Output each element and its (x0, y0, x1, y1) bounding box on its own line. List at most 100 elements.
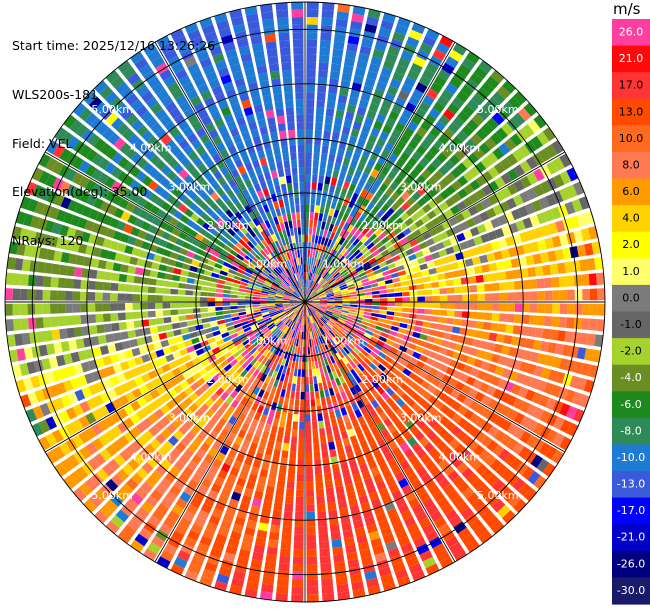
ray-gate (226, 120, 237, 131)
ray-gate (210, 191, 220, 202)
ray-gate (246, 74, 257, 85)
ray-gate (266, 179, 274, 188)
ray-gate (48, 206, 60, 220)
ray-gate (251, 42, 264, 53)
ray-gate (266, 265, 273, 272)
ray-gate (536, 278, 545, 289)
ray-gate (430, 510, 443, 523)
ray-gate (414, 162, 425, 174)
ray-gate (277, 472, 286, 481)
ray-gate (314, 466, 322, 475)
ray-gate (422, 203, 432, 214)
ray-gate (179, 247, 189, 256)
ray-gate (274, 100, 284, 110)
ray-gate (136, 337, 146, 346)
ray-gate (241, 422, 250, 432)
ray-gate (298, 288, 303, 296)
ray-gate (297, 249, 301, 258)
ray-gate (526, 229, 537, 241)
ray-gate (326, 365, 332, 374)
ray-gate (399, 151, 410, 162)
ray-gate (372, 347, 381, 355)
ray-gate (274, 184, 281, 194)
ray-gate (274, 232, 281, 241)
ray-gate (283, 397, 290, 406)
ray-gate (73, 102, 87, 117)
ray-gate (394, 337, 403, 345)
ray-gate (60, 394, 72, 408)
ray-gate (90, 258, 100, 268)
ray-gate (250, 337, 259, 345)
ray-gate (366, 354, 375, 362)
ray-gate (110, 303, 118, 312)
ray-gate (480, 509, 495, 523)
ray-gate (493, 162, 506, 175)
colorbar-segment (612, 178, 650, 206)
ray-gate (117, 184, 129, 196)
ray-gate (313, 144, 321, 153)
ray-gate (200, 180, 210, 190)
ray-gate (262, 257, 270, 265)
ray-gate (205, 521, 218, 533)
ray-gate (81, 326, 90, 336)
ray-gate (131, 388, 143, 399)
ray-gate (311, 182, 317, 191)
ray-gate (286, 413, 293, 422)
ray-gate (442, 128, 455, 140)
ray-gate (208, 429, 219, 440)
ray-gate (167, 435, 179, 447)
ray-gate (194, 233, 204, 242)
ray-gate (147, 413, 159, 424)
ray-gate (265, 485, 275, 495)
ray-gate (162, 249, 172, 258)
ray-gate (305, 354, 308, 362)
ray-gate (255, 283, 263, 288)
ray-gate (299, 421, 305, 430)
ray-gate (75, 466, 89, 480)
ray-gate (457, 405, 468, 416)
ray-gate (41, 233, 52, 246)
ray-gate (566, 275, 575, 287)
ray-gate (569, 375, 580, 389)
ray-gate (445, 396, 456, 407)
ray-gate (306, 586, 319, 595)
ray-gate (544, 290, 553, 301)
ray-gate (102, 303, 111, 312)
ray-gate (267, 296, 276, 299)
ray-gate (426, 384, 437, 394)
ray-gate (160, 392, 171, 403)
ray-gate (318, 319, 324, 327)
ray-gate (439, 416, 450, 427)
ray-gate (291, 360, 296, 369)
ray-gate (215, 293, 223, 298)
ray-gate (260, 373, 268, 382)
ray-gate (177, 296, 186, 302)
ray-gate (248, 280, 256, 286)
ray-gate (322, 315, 330, 321)
ray-gate (344, 150, 353, 160)
ray-gate (501, 368, 512, 379)
ray-gate (309, 308, 314, 315)
ray-gate (441, 374, 452, 384)
ray-gate (292, 39, 304, 48)
ray-gate (324, 419, 331, 428)
colorbar-tick-label: -17.0 (617, 504, 645, 517)
ray-gate (383, 176, 393, 187)
ray-gate (159, 477, 172, 490)
ray-gate (251, 402, 259, 412)
ray-gate (524, 389, 536, 402)
ray-gate (486, 117, 499, 131)
ray-gate (280, 315, 288, 321)
ray-gate (70, 351, 81, 363)
ray-gate (428, 406, 439, 417)
ray-gate (498, 142, 511, 156)
ray-gate (156, 503, 169, 516)
ray-gate (367, 175, 376, 185)
ray-gate (252, 294, 261, 298)
ray-gate (310, 307, 317, 313)
ray-gate (276, 265, 283, 273)
ray-gate (118, 321, 128, 331)
ray-gate (467, 152, 479, 165)
ray-gate (306, 324, 308, 332)
ray-gate (298, 257, 301, 265)
